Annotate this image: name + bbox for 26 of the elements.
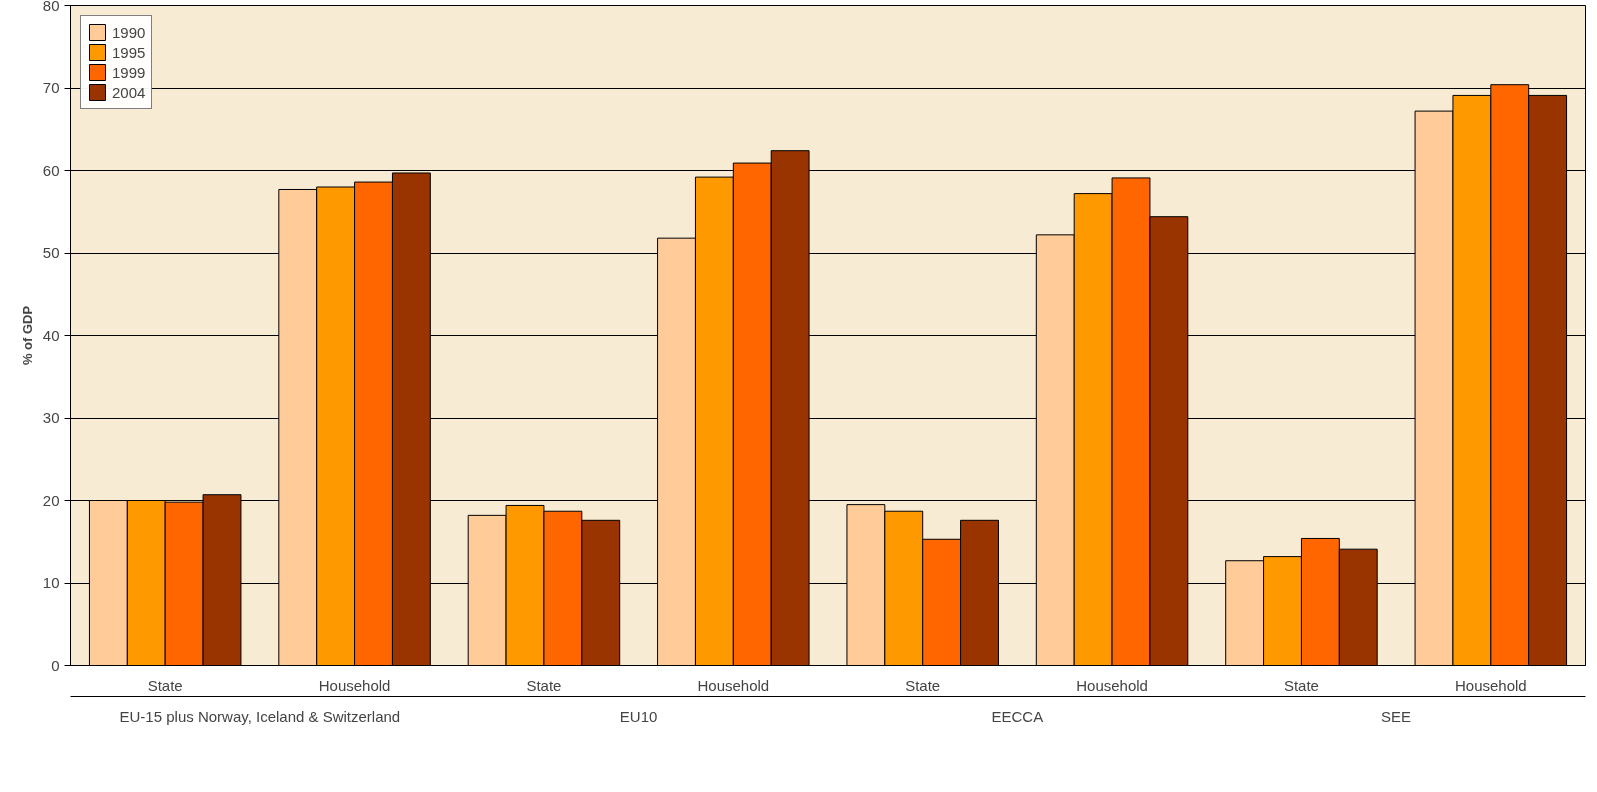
x-tick-label: State xyxy=(526,676,562,694)
y-tick-label: 0 xyxy=(51,656,60,674)
legend-label: 2004 xyxy=(112,83,146,101)
x-tick-label: State xyxy=(905,676,941,694)
y-tick-label: 30 xyxy=(42,409,60,426)
y-axis-title: % of GDP xyxy=(19,305,35,366)
text: SEE xyxy=(1381,707,1412,725)
y-tick-label: 40 xyxy=(42,326,60,344)
x-tick-label: State xyxy=(1283,676,1319,694)
y-tick-label: 50 xyxy=(42,244,60,261)
x-tick-label: Household xyxy=(1076,676,1148,694)
y-tick-label: 10 xyxy=(42,574,60,591)
text: EECCA xyxy=(991,707,1044,725)
legend-label: 1990 xyxy=(112,23,146,41)
y-tick-label: 60 xyxy=(42,161,60,179)
text: EU10 xyxy=(619,707,658,725)
x-tick-label: Household xyxy=(1454,676,1527,694)
x-tick-label: State xyxy=(147,676,183,694)
text: EU-15 plus Norway, Iceland & Switzerland xyxy=(119,707,401,725)
y-tick-label: 80 xyxy=(42,0,60,14)
y-tick-label: 20 xyxy=(42,491,60,509)
legend-label: 1999 xyxy=(112,63,146,81)
y-tick-label: 70 xyxy=(42,79,60,96)
x-tick-label: Household xyxy=(697,676,770,694)
legend-label: 1995 xyxy=(112,43,146,61)
x-tick-label: Household xyxy=(318,676,391,694)
